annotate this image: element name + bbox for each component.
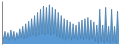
y-axis xyxy=(2,2,3,45)
line xyxy=(2,5,119,43)
plot-area xyxy=(2,5,119,44)
chart-svg xyxy=(0,0,120,45)
y-axis-line xyxy=(2,2,3,45)
plot-root xyxy=(2,2,119,45)
chart-container xyxy=(0,0,120,45)
area xyxy=(2,5,119,44)
